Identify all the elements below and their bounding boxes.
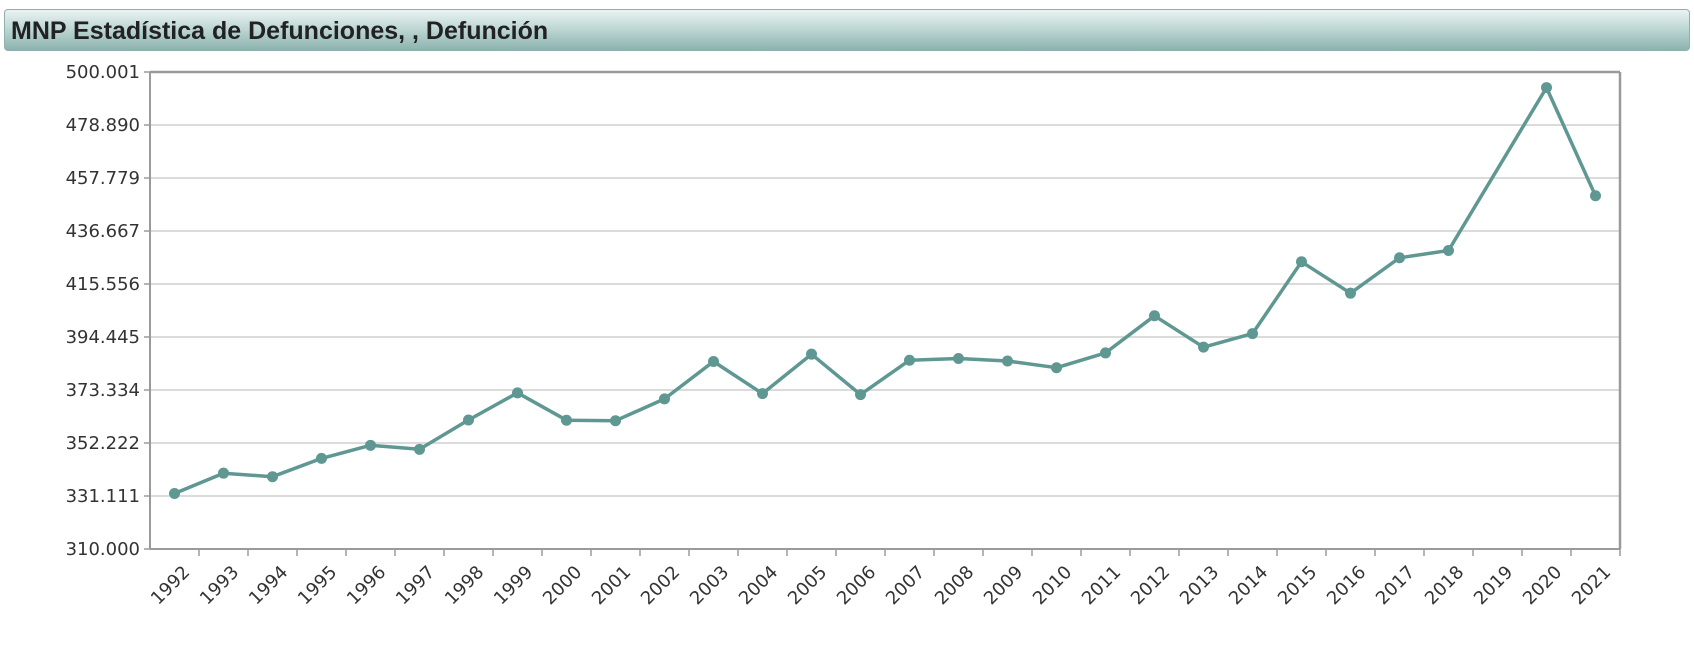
data-point-2018[interactable]	[1443, 244, 1454, 256]
x-tick-label: 2020	[1519, 562, 1566, 609]
data-point-2020[interactable]	[1541, 82, 1552, 94]
chart-title: MNP Estadística de Defunciones, , Defunc…	[11, 17, 549, 45]
data-point-1994[interactable]	[267, 471, 278, 483]
x-tick-label: 2008	[931, 562, 978, 609]
data-point-2000[interactable]	[561, 414, 572, 426]
x-tick-label: 1994	[245, 562, 292, 609]
data-point-1997[interactable]	[414, 443, 425, 455]
data-point-2014[interactable]	[1247, 328, 1258, 340]
y-tick-label: 415.556	[66, 274, 140, 295]
data-point-2017[interactable]	[1394, 252, 1405, 264]
data-point-2007[interactable]	[904, 354, 915, 366]
data-point-2011[interactable]	[1100, 347, 1111, 359]
data-point-2004[interactable]	[757, 388, 768, 400]
x-tick-label: 2007	[882, 562, 929, 609]
y-tick-label: 457.779	[66, 168, 140, 189]
chart-title-bar: MNP Estadística de Defunciones, , Defunc…	[4, 9, 1690, 51]
x-tick-label: 2010	[1029, 562, 1076, 609]
y-tick-label: 373.334	[66, 380, 140, 401]
x-tick-label: 2014	[1225, 562, 1272, 609]
data-point-2008[interactable]	[953, 352, 964, 364]
x-tick-label: 2016	[1323, 562, 1370, 609]
x-tick-label: 2012	[1127, 562, 1174, 609]
x-tick-label: 1995	[294, 562, 341, 609]
data-point-2002[interactable]	[659, 393, 670, 405]
y-tick-label: 310.000	[66, 539, 140, 560]
data-point-1995[interactable]	[316, 452, 327, 464]
x-tick-label: 1998	[441, 562, 488, 609]
data-point-1992[interactable]	[169, 488, 180, 500]
data-point-2003[interactable]	[708, 355, 719, 367]
x-tick-label: 1997	[392, 562, 439, 609]
y-tick-label: 331.111	[66, 486, 140, 507]
y-tick-label: 394.445	[66, 327, 140, 348]
series-line	[172, 85, 1598, 496]
x-tick-label: 2011	[1078, 562, 1125, 609]
x-tick-label: 2013	[1176, 562, 1223, 609]
data-point-2001[interactable]	[610, 415, 621, 427]
x-axis-ticks: 1992 1993 1994 1995 1996 1997 1998 1999 2000 2001…	[147, 549, 1621, 609]
x-tick-label: 1999	[490, 562, 537, 609]
data-point-1999[interactable]	[512, 387, 523, 399]
plot-frame	[149, 70, 1622, 550]
x-tick-label: 2005	[784, 562, 831, 609]
data-point-2009[interactable]	[1002, 355, 1013, 367]
x-tick-label: 2017	[1372, 562, 1419, 609]
y-tick-label: 478.890	[66, 115, 140, 136]
x-tick-label: 2003	[686, 562, 733, 609]
data-point-2013[interactable]	[1198, 341, 1209, 353]
data-point-2010[interactable]	[1051, 362, 1062, 374]
x-tick-label: 2001	[588, 562, 635, 609]
data-point-2005[interactable]	[806, 348, 817, 360]
x-tick-label: 2002	[637, 562, 684, 609]
series-layer	[169, 82, 1601, 500]
x-tick-label: 2018	[1421, 562, 1468, 609]
x-tick-label: 2004	[735, 562, 782, 609]
y-axis-ticks: 500.001 478.890 457.779 436.667 415.556 394.4…	[66, 62, 150, 560]
data-point-2006[interactable]	[855, 389, 866, 401]
x-tick-label: 2009	[980, 562, 1027, 609]
x-tick-label: 1993	[196, 562, 243, 609]
x-tick-label: 2015	[1274, 562, 1321, 609]
x-tick-label: 1992	[147, 562, 194, 609]
data-point-1998[interactable]	[463, 414, 474, 426]
x-tick-label: 2000	[539, 562, 586, 609]
data-point-2016[interactable]	[1345, 287, 1356, 299]
data-point-2015[interactable]	[1296, 256, 1307, 268]
x-tick-label: 2019	[1470, 562, 1517, 609]
x-tick-label: 1996	[343, 562, 390, 609]
data-point-2021[interactable]	[1590, 190, 1601, 202]
data-point-1996[interactable]	[365, 439, 376, 451]
x-tick-label: 2006	[833, 562, 880, 609]
y-tick-label: 436.667	[66, 221, 140, 242]
y-tick-label: 352.222	[66, 433, 140, 454]
data-point-1993[interactable]	[218, 467, 229, 479]
y-tick-label: 500.001	[66, 62, 140, 83]
x-tick-label: 2021	[1568, 562, 1615, 609]
grid-lines	[150, 71, 1620, 550]
data-point-2012[interactable]	[1149, 310, 1160, 322]
